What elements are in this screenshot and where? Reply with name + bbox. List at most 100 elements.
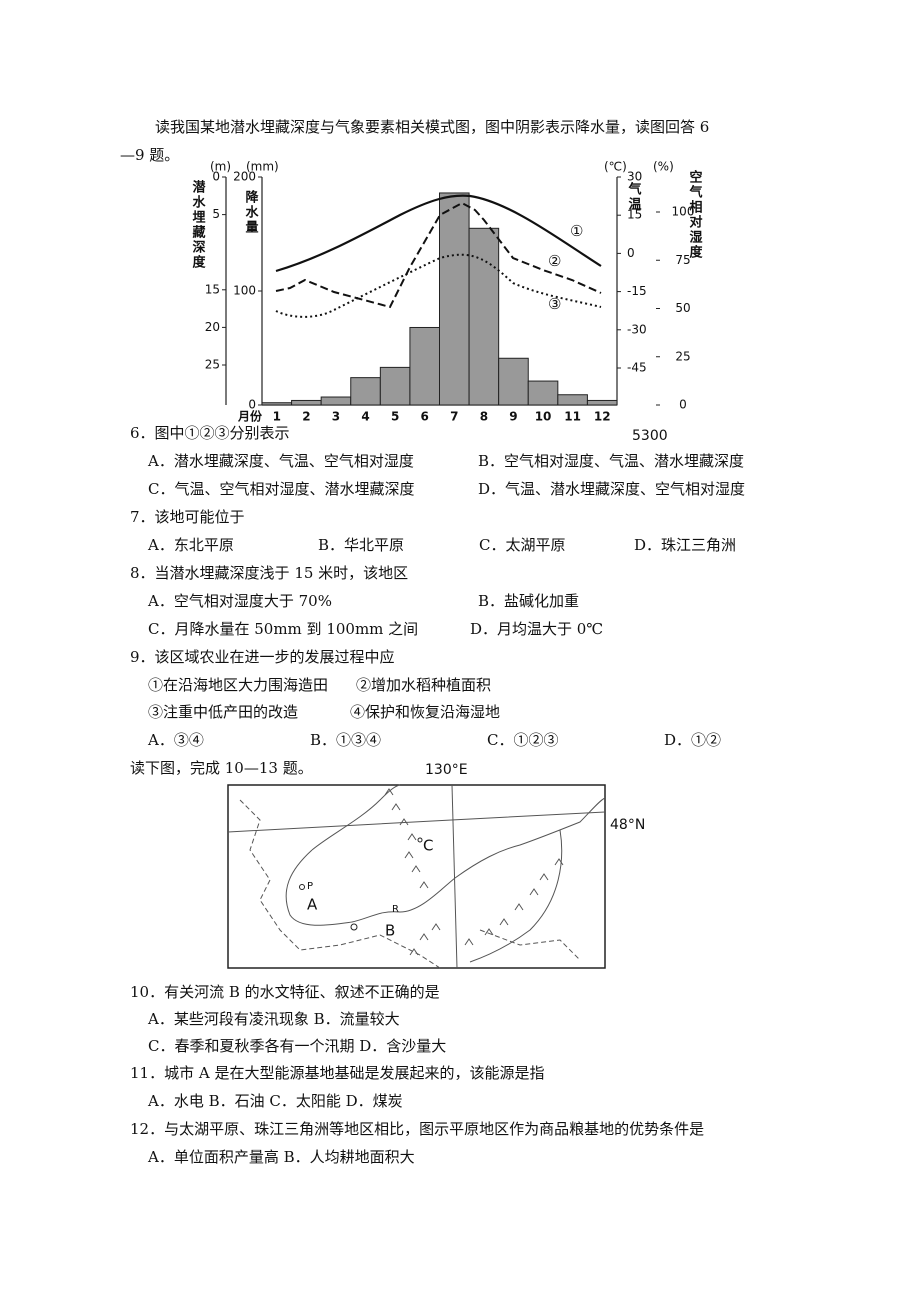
item: ③注重中低产田的改造: [148, 703, 298, 721]
tick-label: -15: [627, 284, 647, 298]
tick-label: 0: [627, 246, 635, 260]
x-tick-label: 1: [273, 410, 281, 424]
option: A．单位面积产量高 B．人均耕地面积大: [147, 1148, 415, 1166]
intro: —9 题。: [120, 146, 179, 164]
question-stem: 9．该区域农业在进一步的发展过程中应: [130, 648, 395, 666]
option: B．①③④: [310, 731, 381, 749]
curve: [275, 253, 602, 318]
map-label: R: [392, 904, 399, 915]
option: A．潜水埋藏深度、气温、空气相对湿度: [147, 452, 414, 470]
x-tick-label: 4: [361, 410, 369, 424]
x-tick-label: 10: [535, 410, 552, 424]
x-tick-label: 9: [509, 410, 517, 424]
item: ④保护和恢复沿海湿地: [350, 703, 500, 721]
map-label: A: [307, 896, 318, 914]
bar: [498, 357, 529, 406]
bar: [409, 326, 440, 406]
x-tick-label: 3: [332, 410, 340, 424]
curve: [275, 201, 602, 309]
question-stem: 8．当潜水埋藏深度浅于 15 米时，该地区: [130, 564, 408, 582]
tick-label: -45: [627, 361, 647, 375]
option: A．东北平原: [147, 536, 234, 554]
tick-label: 20: [205, 320, 220, 334]
bar: [586, 399, 618, 406]
x-tick-label: 8: [480, 410, 488, 424]
map-frame: [227, 784, 606, 969]
curve-label: ③: [548, 295, 561, 313]
option: B．空气相对湿度、气温、潜水埋藏深度: [478, 452, 744, 470]
option: A．水电 B．石油 C．太阳能 D．煤炭: [147, 1092, 403, 1110]
bar: [557, 394, 588, 406]
bar: [291, 399, 322, 406]
option: C．太湖平原: [479, 536, 565, 554]
tick-label: 5: [212, 207, 220, 221]
curve-label: ①: [570, 222, 583, 240]
map-label: B: [385, 922, 395, 940]
bar: [350, 377, 381, 406]
tick-label: -30: [627, 322, 647, 336]
option: B．盐碱化加重: [478, 592, 579, 610]
x-tick-label: 7: [450, 410, 458, 424]
bar: [320, 396, 352, 406]
map-label: P: [307, 881, 313, 892]
tick-label: 75: [675, 253, 690, 267]
map-label: C: [423, 837, 433, 855]
unit: (mm): [246, 160, 279, 174]
city: [350, 923, 358, 931]
axis-label: 月份: [237, 409, 263, 424]
city: [299, 884, 305, 890]
map-label: 130°E: [425, 762, 468, 778]
bar: [379, 366, 411, 406]
axis-label: 降水量: [243, 189, 259, 235]
city: [417, 837, 423, 843]
tick-label: 0: [212, 170, 220, 184]
stray-number: 5300: [632, 428, 668, 444]
option: C．春季和夏秋季各有一个汛期 D．含沙量大: [148, 1037, 446, 1055]
option: D．珠江三角洲: [634, 536, 736, 554]
question-stem: 11．城市 A 是在大型能源基地基础是发展起来的，该能源是指: [130, 1064, 544, 1082]
x-tick-label: 2: [302, 410, 310, 424]
x-tick-label: 11: [564, 410, 581, 424]
tick-label: 15: [627, 208, 642, 222]
parallel: [227, 811, 606, 833]
option: C．气温、空气相对湿度、潜水埋藏深度: [148, 480, 414, 498]
option: C．①②③: [487, 731, 558, 749]
tick-label: 25: [205, 358, 220, 372]
intro: 读下图，完成 10—13 题。: [130, 759, 313, 777]
option: D．①②: [664, 731, 721, 749]
intro: 读我国某地潜水埋藏深度与气象要素相关模式图，图中阴影表示降水量，读图回答 6: [155, 118, 709, 136]
question-stem: 10．有关河流 B 的水文特征、叙述不正确的是: [130, 983, 440, 1001]
tick-label: 15: [205, 282, 220, 296]
tick-label: 100: [233, 284, 256, 298]
item: ②增加水稻种植面积: [356, 676, 491, 694]
option: B．华北平原: [318, 536, 404, 554]
tick-label: 100: [672, 205, 695, 219]
option: C．月降水量在 50mm 到 100mm 之间: [148, 620, 418, 638]
item: ①在沿海地区大力围海造田: [148, 676, 328, 694]
river: [311, 784, 401, 851]
option: A．③④: [147, 731, 204, 749]
tick-label: 50: [675, 301, 690, 315]
x-tick-label: 6: [421, 410, 429, 424]
unit: (m): [210, 160, 231, 174]
question-stem: 6．图中①②③分别表示: [130, 424, 290, 442]
unit: (℃): [604, 160, 627, 174]
curve: [275, 194, 602, 273]
tick-label: 0: [679, 398, 687, 412]
x-tick-label: 5: [391, 410, 399, 424]
axis-label: 气温: [626, 181, 642, 212]
map-label: 48°N: [610, 817, 645, 833]
axis-label: 空气相对湿度: [687, 169, 703, 260]
axis-label: 潜水埋藏深度: [190, 179, 206, 270]
bar: [527, 380, 559, 406]
tick-label: 30: [627, 170, 642, 184]
bar: [439, 192, 470, 406]
meridian: [451, 784, 458, 969]
question-stem: 7．该地可能位于: [130, 508, 245, 526]
river: [285, 797, 606, 926]
option: A．空气相对湿度大于 70%: [147, 592, 332, 610]
border: [239, 799, 581, 969]
x-tick-label: 12: [594, 410, 611, 424]
question-stem: 12．与太湖平原、珠江三角洲等地区相比，图示平原地区作为商品粮基地的优势条件是: [130, 1120, 704, 1138]
